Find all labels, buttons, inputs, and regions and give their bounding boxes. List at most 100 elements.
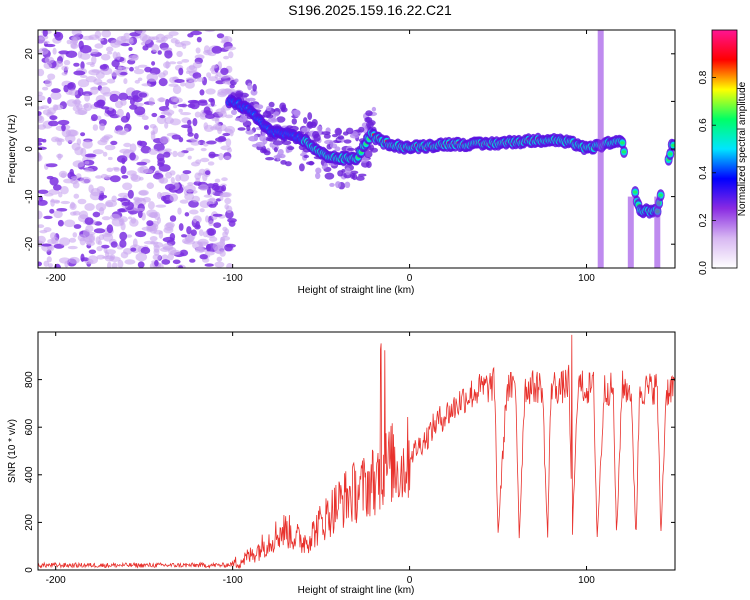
spectrogram-noise-blob (44, 78, 53, 88)
spectrogram-noise-blob (214, 178, 221, 183)
spectrogram-noise-blob (63, 84, 69, 93)
spectrogram-noise-blob (334, 127, 342, 136)
spectrogram-noise-blob (48, 120, 59, 127)
spectrogram-noise-blob (99, 86, 111, 95)
spectrogram-noise-blob (44, 56, 55, 64)
spectrogram-noise-blob (134, 106, 146, 116)
spectrogram-noise-blob (180, 81, 186, 87)
spectrogram-noise-blob (307, 112, 313, 121)
spectrogram-noise-blob (134, 30, 147, 34)
spectrogram-noise-blob (163, 151, 171, 158)
spectrogram-noise-blob (172, 85, 182, 95)
spectrogram-noise-blob (204, 263, 214, 267)
spectrogram-noise-blob (73, 193, 80, 199)
spectrogram-noise-blob (61, 71, 68, 76)
spectrogram-noise-blob (337, 170, 344, 177)
spectrogram-noise-blob (164, 49, 173, 59)
spectrogram-noise-blob (150, 131, 156, 141)
spectrogram-noise-blob (187, 119, 192, 126)
spectrogram-noise-blob (38, 36, 45, 44)
spectrogram-noise-blob (129, 143, 137, 153)
spectrogram-noise-blob (110, 241, 118, 248)
spectrogram-noise-blob (82, 35, 94, 41)
spectrogram-noise-blob (169, 215, 177, 222)
spectrogram-noise-blob (178, 137, 184, 143)
spectrogram-noise-blob (77, 234, 87, 242)
spectrogram-noise-blob (167, 253, 174, 261)
spectrogram-noise-blob (117, 197, 128, 202)
spectrogram-noise-blob (85, 224, 94, 233)
spectrogram-ridge-core (621, 150, 627, 154)
spectrogram-noise-blob (146, 182, 154, 189)
spectrogram-noise-blob (315, 167, 322, 174)
spectrogram-noise-blob (99, 64, 108, 70)
spectrogram-noise-blob (105, 249, 116, 255)
spectrogram-noise-blob (180, 112, 192, 116)
spectrogram-noise-blob (291, 118, 297, 125)
spectrogram-noise-blob (80, 147, 87, 157)
spectrogram-noise-blob (97, 99, 106, 107)
spectrogram-noise-blob (187, 99, 200, 104)
snr-x-tick-label: 0 (407, 575, 413, 586)
spectrogram-noise-blob (85, 76, 97, 83)
spectrogram-noise-blob (49, 199, 61, 203)
spectrogram-noise-blob (299, 163, 305, 172)
spectrogram-noise-blob (157, 216, 161, 224)
spectrogram-noise-blob (43, 62, 53, 69)
spectrogram-noise-blob (38, 138, 44, 143)
spectrogram-noise-blob (324, 139, 334, 145)
spectrogram-noise-blob (136, 161, 148, 166)
spectrogram-noise-blob (38, 152, 42, 161)
spectrogram-noise-blob (91, 114, 98, 122)
spectrogram-noise-blob (38, 106, 45, 110)
spectrogram-noise-blob (52, 47, 57, 55)
spectrogram-noise-blob (119, 71, 128, 76)
spectrogram-noise-blob (116, 129, 126, 135)
spectrogram-noise-blob (187, 33, 194, 38)
spectrogram-noise-blob (92, 149, 104, 155)
spectrogram-noise-blob (157, 97, 166, 103)
spectrogram-noise-blob (132, 238, 138, 248)
spectrogram-noise-blob (149, 212, 158, 219)
spectrogram-noise-blob (69, 168, 74, 176)
spectrogram-x-tick-label: -100 (223, 273, 243, 284)
spectrogram-noise-blob (143, 169, 154, 174)
spectrogram-noise-blob (184, 184, 196, 193)
spectrogram-noise-blob (365, 110, 373, 117)
spectrogram-noise-blob (347, 147, 356, 151)
spectrogram-noise-blob (204, 251, 215, 256)
spectrogram-noise-blob (187, 103, 196, 109)
spectrogram-noise-blob (38, 235, 46, 244)
spectrogram-noise-blob (182, 170, 192, 175)
spectrogram-noise-blob (219, 238, 226, 247)
spectrogram-noise-blob (118, 208, 126, 213)
spectrogram-noise-blob (220, 145, 232, 151)
spectrogram-noise-blob (80, 61, 85, 70)
spectrogram-noise-blob (209, 236, 218, 242)
spectrogram-noise-blob (68, 89, 79, 96)
spectrogram-noise-blob (47, 107, 56, 115)
spectrogram-noise-blob (222, 226, 228, 232)
spectrogram-noise-blob (106, 46, 114, 53)
spectrogram-noise-blob (265, 157, 275, 161)
spectrogram-noise-blob (140, 145, 152, 154)
spectrogram-noise-blob (116, 108, 124, 118)
spectrogram-noise-blob (301, 127, 311, 133)
spectrogram-noise-blob (111, 72, 118, 77)
spectrogram-noise-blob (130, 247, 137, 252)
spectrogram-noise-blob (175, 174, 182, 182)
spectrogram-noise-blob (224, 197, 232, 205)
spectrogram-noise-blob (345, 167, 351, 176)
spectrogram-noise-blob (224, 244, 233, 252)
spectrogram-noise-blob (224, 46, 237, 51)
spectrogram-noise-blob (71, 30, 82, 36)
spectrogram-noise-blob (371, 106, 377, 112)
spectrogram-noise-blob (202, 231, 208, 238)
spectrogram-noise-blob (101, 216, 111, 221)
spectrogram-noise-blob (315, 172, 321, 180)
spectrogram-noise-blob (191, 195, 200, 203)
spectrogram-noise-blob (199, 89, 205, 96)
spectrogram-noise-blob (140, 246, 151, 255)
spectrogram-noise-blob (208, 203, 217, 208)
spectrogram-noise-blob (181, 234, 187, 238)
